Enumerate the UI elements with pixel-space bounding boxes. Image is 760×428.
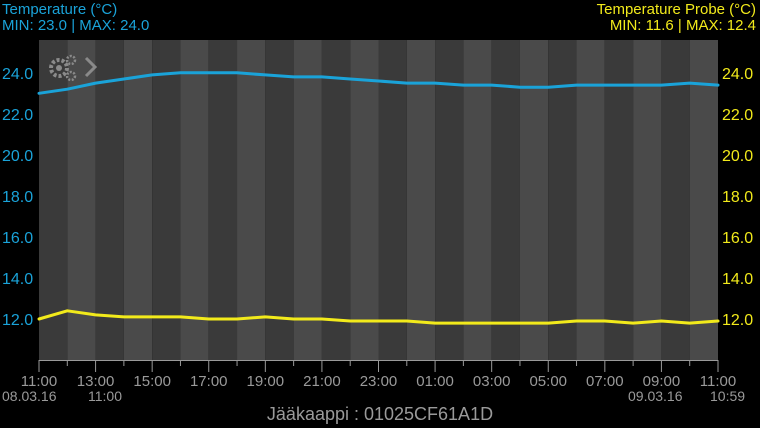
- grid-band: [548, 40, 577, 360]
- y-right-tick-label: 20.0: [722, 148, 753, 165]
- grid-band: [491, 40, 520, 360]
- x-tick-label: 11:00: [700, 373, 736, 390]
- grid-band: [293, 40, 322, 360]
- grid-band: [237, 40, 266, 360]
- grid-band: [435, 40, 464, 360]
- y-right-tick-label: 12.0: [722, 312, 753, 329]
- grid-band: [604, 40, 634, 360]
- x-tick-label: 11:00: [21, 373, 57, 390]
- x-tick-label: 01:00: [416, 373, 454, 390]
- grid-band: [689, 40, 718, 360]
- grid-band: [406, 40, 436, 360]
- end-time: 10:59: [710, 388, 746, 404]
- grid-band: [661, 40, 690, 360]
- y-left-tick-label: 20.0: [2, 148, 33, 165]
- grid-band: [265, 40, 294, 360]
- x-tick-label: 13:00: [77, 373, 115, 390]
- temperature-legend: Temperature (°C) MIN: 23.0 | MAX: 24.0: [2, 2, 149, 34]
- probe-minmax: MIN: 11.6 | MAX: 12.4: [609, 17, 756, 34]
- x-tick-label: 23:00: [360, 373, 398, 390]
- grid-band: [519, 40, 549, 360]
- grid-band: [123, 40, 153, 360]
- probe-legend: Temperature Probe (°C) MIN: 11.6 | MAX: …: [597, 2, 756, 34]
- grid-band: [152, 40, 181, 360]
- x-tick-label: 07:00: [586, 373, 624, 390]
- y-right-tick-label: 24.0: [722, 66, 753, 83]
- y-left-tick-label: 18.0: [2, 189, 33, 206]
- y-right-tick-label: 22.0: [722, 107, 753, 124]
- start-date: 08.03.16: [2, 388, 57, 404]
- probe-title: Temperature Probe (°C): [596, 1, 756, 18]
- grid-band: [321, 40, 351, 360]
- x-tick-label: 15:00: [133, 373, 171, 390]
- x-tick-label: 05:00: [529, 373, 567, 390]
- y-left-tick-label: 24.0: [2, 66, 33, 83]
- temperature-series-line: [37, 71, 720, 95]
- x-tick-label: 03:00: [473, 373, 511, 390]
- start-time: 11:00: [88, 388, 122, 404]
- x-tick-label: 21:00: [303, 373, 341, 390]
- x-tick-label: 09:00: [643, 373, 681, 390]
- x-tick-label: 19:00: [247, 373, 285, 390]
- device-label: Jääkaappi : 01025CF61A1D: [266, 404, 494, 424]
- y-left-tick-label: 16.0: [2, 230, 33, 247]
- grid-band: [95, 40, 124, 360]
- y-right-tick-label: 16.0: [722, 230, 753, 247]
- grid-band: [576, 40, 605, 360]
- gears-icon[interactable]: [49, 54, 77, 82]
- grid-band: [208, 40, 238, 360]
- y-right-tick-label: 14.0: [722, 271, 753, 288]
- y-right-tick-label: 18.0: [722, 189, 753, 206]
- temperature-title: Temperature (°C): [2, 1, 118, 18]
- grid-band: [633, 40, 662, 360]
- probe-series-line: [37, 309, 720, 325]
- temperature-minmax: MIN: 23.0 | MAX: 24.0: [2, 17, 150, 34]
- x-tick-label: 17:00: [190, 373, 228, 390]
- end-date: 09.03.16: [628, 388, 683, 404]
- grid-band: [463, 40, 492, 360]
- grid-band: [350, 40, 379, 360]
- y-left-tick-label: 14.0: [2, 271, 33, 288]
- grid-band: [180, 40, 209, 360]
- y-left-tick-label: 22.0: [2, 107, 33, 124]
- chevron-right-icon[interactable]: [84, 56, 98, 78]
- y-left-tick-label: 12.0: [2, 312, 33, 329]
- grid-band: [67, 40, 96, 360]
- grid-band: [378, 40, 407, 360]
